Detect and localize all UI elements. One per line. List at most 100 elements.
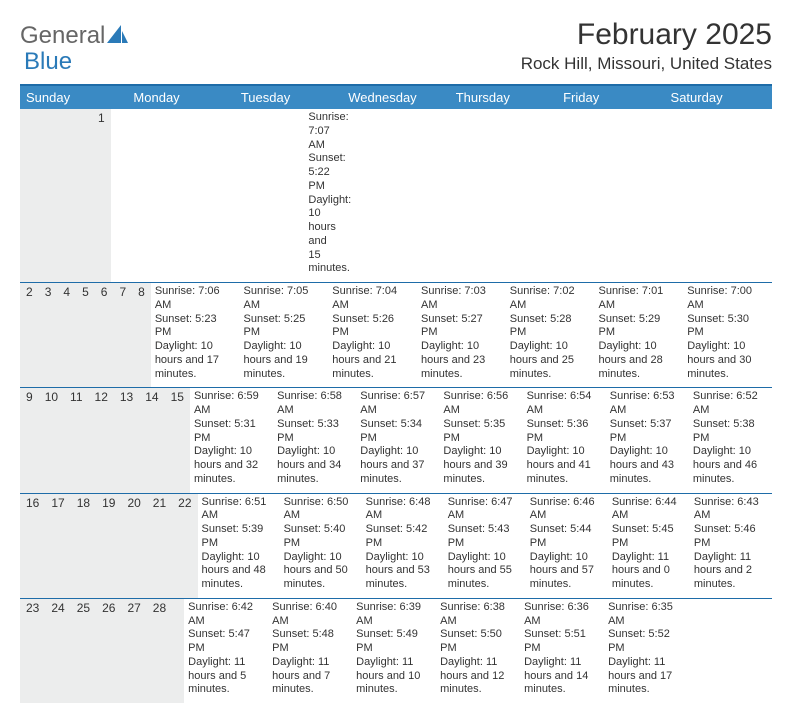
day-number: 16 (20, 494, 45, 598)
day-number: 25 (71, 599, 96, 703)
calendar-week: 9101112131415Sunrise: 6:59 AMSunset: 5:3… (20, 388, 772, 493)
daylight-text: Daylight: 10 hours and 50 minutes. (284, 551, 358, 592)
sunset-text: Sunset: 5:49 PM (356, 628, 432, 656)
day-cell: Sunrise: 7:05 AMSunset: 5:25 PMDaylight:… (240, 283, 329, 387)
sunrise-text: Sunrise: 6:52 AM (693, 390, 768, 418)
sunset-text: Sunset: 5:39 PM (202, 523, 276, 551)
sunrise-text: Sunrise: 6:57 AM (360, 390, 435, 418)
sunrise-text: Sunrise: 6:58 AM (277, 390, 352, 418)
day-details (272, 109, 304, 111)
day-details: Sunrise: 7:07 AMSunset: 5:22 PMDaylight:… (304, 109, 336, 276)
day-header-mon: Monday (127, 86, 234, 109)
day-details: Sunrise: 7:01 AMSunset: 5:29 PMDaylight:… (594, 283, 683, 381)
calendar-week: 2345678Sunrise: 7:06 AMSunset: 5:23 PMDa… (20, 283, 772, 388)
day-cell: Sunrise: 7:02 AMSunset: 5:28 PMDaylight:… (506, 283, 595, 387)
sunset-text: Sunset: 5:29 PM (598, 313, 679, 341)
day-cell (688, 599, 772, 703)
sunset-text: Sunset: 5:47 PM (188, 628, 264, 656)
day-number: 17 (45, 494, 70, 598)
sunrise-text: Sunrise: 6:56 AM (443, 390, 518, 418)
day-details (143, 109, 175, 111)
month-title: February 2025 (521, 18, 772, 52)
day-cell: Sunrise: 7:04 AMSunset: 5:26 PMDaylight:… (328, 283, 417, 387)
sunset-text: Sunset: 5:35 PM (443, 418, 518, 446)
day-body-row: Sunrise: 6:59 AMSunset: 5:31 PMDaylight:… (190, 388, 772, 492)
sunrise-text: Sunrise: 6:53 AM (610, 390, 685, 418)
day-number: 3 (39, 283, 58, 387)
day-details: Sunrise: 6:38 AMSunset: 5:50 PMDaylight:… (436, 599, 520, 697)
day-number-row: 16171819202122 (20, 494, 198, 598)
sunset-text: Sunset: 5:33 PM (277, 418, 352, 446)
day-number: 18 (71, 494, 96, 598)
sunset-text: Sunset: 5:23 PM (155, 313, 236, 341)
day-number (44, 109, 56, 282)
day-header-fri: Friday (557, 86, 664, 109)
day-number: 12 (89, 388, 114, 492)
day-details (175, 109, 207, 111)
daylight-text: Daylight: 10 hours and 46 minutes. (693, 445, 768, 486)
day-details: Sunrise: 6:59 AMSunset: 5:31 PMDaylight:… (190, 388, 273, 486)
day-number (56, 109, 68, 282)
sunset-text: Sunset: 5:36 PM (527, 418, 602, 446)
sunset-text: Sunset: 5:52 PM (608, 628, 684, 656)
day-cell: Sunrise: 6:58 AMSunset: 5:33 PMDaylight:… (273, 388, 356, 492)
logo: General (20, 18, 129, 50)
sunrise-text: Sunrise: 6:39 AM (356, 601, 432, 629)
day-number-row: 2345678 (20, 283, 151, 387)
day-cell: Sunrise: 7:07 AMSunset: 5:22 PMDaylight:… (304, 109, 336, 282)
day-number: 1 (92, 109, 111, 282)
day-number: 4 (57, 283, 76, 387)
daylight-text: Daylight: 10 hours and 43 minutes. (610, 445, 685, 486)
day-header-sun: Sunday (20, 86, 127, 109)
daylight-text: Daylight: 10 hours and 39 minutes. (443, 445, 518, 486)
day-number: 8 (132, 283, 151, 387)
day-cell (175, 109, 207, 282)
daylight-text: Daylight: 10 hours and 41 minutes. (527, 445, 602, 486)
day-cell (240, 109, 272, 282)
location-text: Rock Hill, Missouri, United States (521, 54, 772, 74)
day-number: 6 (95, 283, 114, 387)
sunrise-text: Sunrise: 7:04 AM (332, 285, 413, 313)
daylight-text: Daylight: 10 hours and 28 minutes. (598, 340, 679, 381)
sunrise-text: Sunrise: 7:02 AM (510, 285, 591, 313)
day-details (111, 109, 143, 111)
sunrise-text: Sunrise: 7:01 AM (598, 285, 679, 313)
sunrise-text: Sunrise: 6:42 AM (188, 601, 264, 629)
sunset-text: Sunset: 5:40 PM (284, 523, 358, 551)
day-cell: Sunrise: 6:53 AMSunset: 5:37 PMDaylight:… (606, 388, 689, 492)
day-number: 26 (96, 599, 121, 703)
sunset-text: Sunset: 5:31 PM (194, 418, 269, 446)
day-cell: Sunrise: 6:40 AMSunset: 5:48 PMDaylight:… (268, 599, 352, 703)
daylight-text: Daylight: 10 hours and 23 minutes. (421, 340, 502, 381)
day-cell: Sunrise: 6:39 AMSunset: 5:49 PMDaylight:… (352, 599, 436, 703)
sunset-text: Sunset: 5:34 PM (360, 418, 435, 446)
daylight-text: Daylight: 10 hours and 48 minutes. (202, 551, 276, 592)
day-number: 2 (20, 283, 39, 387)
sunset-text: Sunset: 5:26 PM (332, 313, 413, 341)
day-number (20, 109, 32, 282)
daylight-text: Daylight: 11 hours and 12 minutes. (440, 656, 516, 697)
day-cell: Sunrise: 6:47 AMSunset: 5:43 PMDaylight:… (444, 494, 526, 598)
sunrise-text: Sunrise: 6:38 AM (440, 601, 516, 629)
day-details: Sunrise: 6:36 AMSunset: 5:51 PMDaylight:… (520, 599, 604, 697)
sunset-text: Sunset: 5:28 PM (510, 313, 591, 341)
day-number: 19 (96, 494, 121, 598)
daylight-text: Daylight: 10 hours and 32 minutes. (194, 445, 269, 486)
day-number-row: 232425262728 (20, 599, 184, 703)
day-cell: Sunrise: 7:03 AMSunset: 5:27 PMDaylight:… (417, 283, 506, 387)
sunset-text: Sunset: 5:30 PM (687, 313, 768, 341)
sunset-text: Sunset: 5:22 PM (308, 152, 332, 193)
day-number: 21 (147, 494, 172, 598)
daylight-text: Daylight: 11 hours and 17 minutes. (608, 656, 684, 697)
day-number (32, 109, 44, 282)
day-details: Sunrise: 6:58 AMSunset: 5:33 PMDaylight:… (273, 388, 356, 486)
day-details: Sunrise: 7:04 AMSunset: 5:26 PMDaylight:… (328, 283, 417, 381)
day-number: 13 (114, 388, 139, 492)
day-cell: Sunrise: 6:42 AMSunset: 5:47 PMDaylight:… (184, 599, 268, 703)
day-header-tue: Tuesday (235, 86, 342, 109)
sunrise-text: Sunrise: 7:05 AM (244, 285, 325, 313)
day-number: 11 (64, 388, 88, 492)
day-cell: Sunrise: 7:01 AMSunset: 5:29 PMDaylight:… (594, 283, 683, 387)
calendar-week: 232425262728Sunrise: 6:42 AMSunset: 5:47… (20, 599, 772, 703)
daylight-text: Daylight: 10 hours and 21 minutes. (332, 340, 413, 381)
